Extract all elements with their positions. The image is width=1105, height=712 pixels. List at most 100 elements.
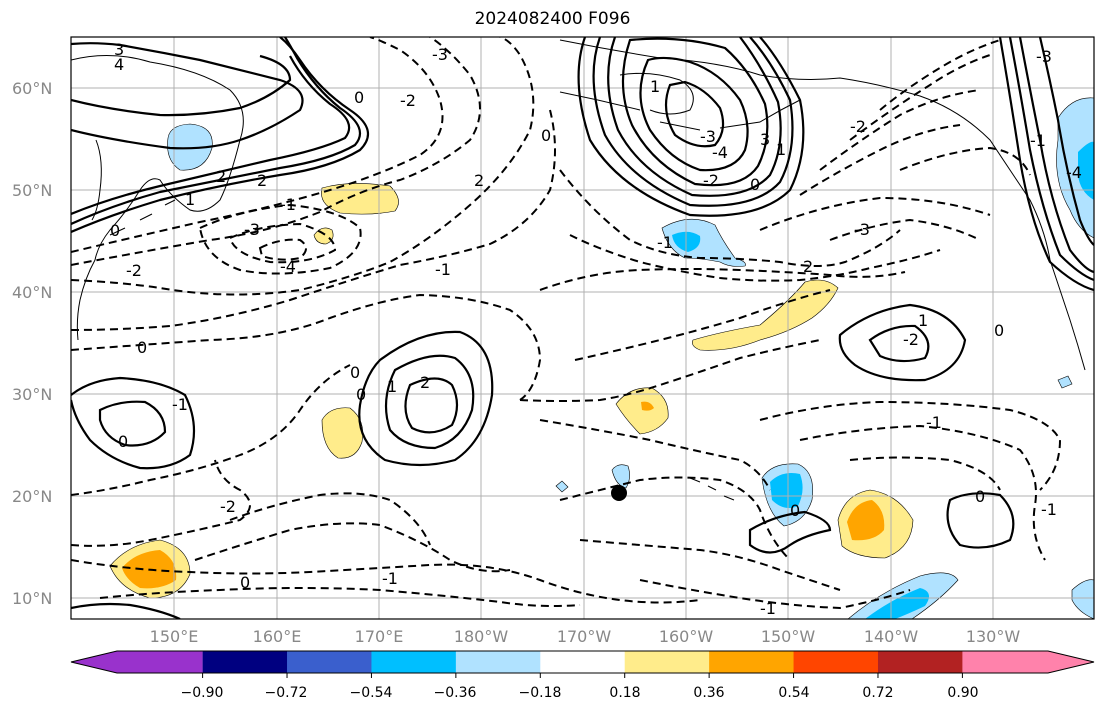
contour-line [71,559,701,604]
contour-label: -1 [657,233,673,252]
contour-line [574,289,831,361]
contour-line [71,602,181,619]
anomaly-patch-blue [167,123,213,171]
anomaly-patch-cyan [1078,141,1094,200]
contour-label: 0 [356,385,366,404]
anomaly-patch-orange [641,401,654,411]
contour-line [998,37,1094,292]
contour-label: 0 [994,321,1004,340]
lat-label: 40°N [12,283,52,302]
contour-label: -3 [432,45,448,64]
anomaly-patch-blue [611,464,630,489]
contour-label: 2 [420,373,430,392]
contour-label: -2 [850,117,866,136]
contour-label: -2 [220,497,236,516]
colorbar-tick-label: −0.72 [265,685,308,701]
anomaly-patch-blue [1056,97,1094,239]
contour-label: 1 [387,377,397,396]
contour-label: -2 [126,261,142,280]
contour-label: -1 [1030,131,1046,150]
contour-label: -4 [712,143,728,162]
contour-line [819,89,981,171]
contour-line [71,37,481,266]
colorbar-tick-label: 0.54 [778,685,809,701]
contour-line [71,37,370,234]
anomaly-patch-yellow [313,227,334,245]
contour-line [194,522,511,573]
contour-label: 0 [240,573,250,592]
contour-line [621,37,769,187]
colorbar-segment [624,651,710,673]
contour-label: -1 [382,569,398,588]
colorbar-segment [71,651,203,673]
contour-label: 0 [137,338,147,357]
anomaly-patch-blue [1057,375,1073,389]
coastline-alaska-peninsula [619,72,694,115]
contour-line [71,459,251,547]
dashed-contours [71,37,1062,610]
colorbar-segment [793,651,879,673]
contour-label: -1 [760,599,776,618]
contour-line [1038,37,1094,246]
contour-label: 2 [257,171,267,190]
contour-line [71,109,556,331]
anomaly-patch-yellow [615,387,669,435]
contour-label: 3 [760,130,770,149]
contour-label: -2 [903,330,919,349]
colorbar-tick-label: 0.72 [862,685,893,701]
colorbar-segment [371,651,457,673]
contour-label: 0 [750,175,760,194]
contour-line [384,354,475,450]
contour-line [98,400,167,447]
longitude-labels: 150°E 160°E 170°E 180°W 170°W 160°W 150°… [150,627,1021,646]
contour-line [838,303,967,382]
contour-line [71,54,292,117]
contour-label: 0 [354,88,364,107]
contour-line [799,124,961,196]
anomaly-patch-blue [1071,579,1094,619]
contour-line [559,169,901,267]
contour-line [899,146,1031,176]
contour-label: -1 [435,260,451,279]
contour-label: 1 [650,77,660,96]
anomaly-patch-blue [661,218,746,267]
contour-line [71,37,362,225]
lon-label: 150°W [761,627,816,646]
colorbar-segment [287,651,372,673]
contour-line [71,293,542,401]
lon-label: 160°E [253,627,302,646]
contour-label: 0 [110,221,120,240]
colorbar-tick-label: 0.90 [947,685,978,701]
contour-label: 0 [118,432,128,451]
contour-line [229,492,431,546]
colorbar-tick-label: −0.90 [181,685,224,701]
contour-label: -2 [400,91,416,110]
contour-label: -3 [854,220,870,239]
contour-line [71,42,304,150]
contour-label: -3 [700,127,716,146]
contour-line [748,510,832,554]
contour-line [358,330,494,467]
lat-label: 10°N [12,589,52,608]
colorbar-segment [455,651,541,673]
colorbar-tick-label: −0.18 [519,685,562,701]
coastline-sakhalin [91,139,102,221]
solid-contours [71,37,1094,619]
contour-label: -1 [280,195,296,214]
contour-line [539,268,906,291]
colorbar-segment [709,651,795,673]
lon-label: 180°W [454,627,509,646]
colorbar [70,650,1095,678]
contour-line [519,339,821,402]
lat-label: 20°N [12,487,52,506]
map-title: 2024082400 F096 [474,9,631,29]
contour-label: -1 [172,395,188,414]
contour-line [664,80,725,148]
contour-line [99,587,581,607]
contour-line [404,377,459,434]
colorbar-tick-label: 0.18 [609,685,640,701]
colorbar-segment [540,651,626,673]
anomaly-patch-yellow [321,183,399,215]
lon-label: 160°W [659,627,714,646]
colorbar-segment [877,651,963,673]
